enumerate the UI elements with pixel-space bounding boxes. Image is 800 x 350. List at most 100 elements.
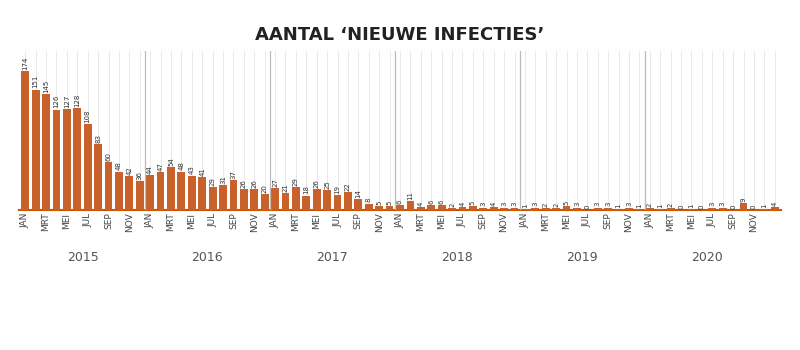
Bar xyxy=(32,90,39,210)
Text: 5: 5 xyxy=(563,201,570,205)
Bar xyxy=(126,176,134,210)
Text: 2: 2 xyxy=(542,203,549,207)
Text: 19: 19 xyxy=(334,184,341,194)
Bar xyxy=(510,208,518,210)
Text: 25: 25 xyxy=(324,180,330,189)
Bar xyxy=(594,208,602,210)
Text: 2018: 2018 xyxy=(442,251,473,264)
Text: 3: 3 xyxy=(574,202,580,206)
Text: 27: 27 xyxy=(272,178,278,187)
Text: 2020: 2020 xyxy=(691,251,723,264)
Text: 26: 26 xyxy=(251,179,258,188)
Text: 3: 3 xyxy=(626,202,632,206)
Text: 6: 6 xyxy=(428,199,434,204)
Bar xyxy=(334,195,342,210)
Bar xyxy=(136,181,144,210)
Bar xyxy=(386,206,394,210)
Bar xyxy=(74,108,81,210)
Bar xyxy=(740,203,747,210)
Bar xyxy=(146,175,154,210)
Text: 2015: 2015 xyxy=(66,251,98,264)
Text: 29: 29 xyxy=(293,177,299,186)
Bar xyxy=(573,208,581,210)
Text: 4: 4 xyxy=(418,201,424,205)
Text: 2: 2 xyxy=(668,203,674,207)
Text: 2: 2 xyxy=(647,203,653,207)
Bar xyxy=(282,193,290,210)
Text: 4: 4 xyxy=(772,201,778,205)
Bar xyxy=(469,206,477,210)
Text: 1: 1 xyxy=(689,203,694,208)
Text: 0: 0 xyxy=(584,204,590,209)
Text: 3: 3 xyxy=(594,202,601,206)
Text: 151: 151 xyxy=(33,75,38,89)
Text: 2016: 2016 xyxy=(192,251,223,264)
Text: 36: 36 xyxy=(137,171,142,180)
Text: 54: 54 xyxy=(168,157,174,166)
Bar xyxy=(448,208,456,210)
Bar xyxy=(22,71,29,210)
Bar xyxy=(458,207,466,210)
Bar xyxy=(479,208,487,210)
Text: 128: 128 xyxy=(74,93,80,107)
Text: 6: 6 xyxy=(438,199,445,204)
Bar xyxy=(562,206,570,210)
Bar xyxy=(271,188,279,210)
Text: 43: 43 xyxy=(189,166,195,175)
Bar xyxy=(302,196,310,210)
Bar xyxy=(240,189,248,210)
Text: 0: 0 xyxy=(730,204,736,209)
Text: 3: 3 xyxy=(532,202,538,206)
Bar xyxy=(542,208,550,210)
Bar xyxy=(53,110,60,210)
Bar xyxy=(219,185,227,210)
Text: 127: 127 xyxy=(64,94,70,107)
Text: 18: 18 xyxy=(303,186,310,194)
Bar xyxy=(687,209,695,210)
Text: 11: 11 xyxy=(407,191,414,200)
Text: 2019: 2019 xyxy=(566,251,598,264)
Text: 5: 5 xyxy=(470,201,476,205)
Text: 1: 1 xyxy=(522,203,528,208)
Bar xyxy=(761,209,768,210)
Bar xyxy=(84,124,92,210)
Bar xyxy=(438,205,446,210)
Bar xyxy=(167,167,175,210)
Bar xyxy=(490,207,498,210)
Bar xyxy=(500,208,508,210)
Text: 5: 5 xyxy=(386,201,393,205)
Text: 9: 9 xyxy=(741,197,746,202)
Bar xyxy=(115,172,123,210)
Text: 8: 8 xyxy=(366,198,372,202)
Text: 1: 1 xyxy=(658,203,663,208)
Text: 2017: 2017 xyxy=(317,251,348,264)
Text: 6: 6 xyxy=(397,199,403,204)
Text: 3: 3 xyxy=(710,202,715,206)
Text: 174: 174 xyxy=(22,57,28,70)
Bar xyxy=(656,209,664,210)
Bar xyxy=(365,204,373,210)
Text: 48: 48 xyxy=(116,162,122,170)
Text: 4: 4 xyxy=(490,201,497,205)
Bar xyxy=(157,173,165,210)
Text: 60: 60 xyxy=(106,152,111,161)
Bar xyxy=(375,206,383,210)
Bar xyxy=(188,176,196,210)
Text: 3: 3 xyxy=(501,202,507,206)
Text: 41: 41 xyxy=(199,167,206,176)
Bar xyxy=(198,177,206,210)
Text: 126: 126 xyxy=(54,95,59,108)
Bar xyxy=(646,208,654,210)
Bar xyxy=(105,162,113,210)
Text: 0: 0 xyxy=(678,204,684,209)
Text: 3: 3 xyxy=(480,202,486,206)
Bar xyxy=(531,208,539,210)
Text: 14: 14 xyxy=(355,189,362,198)
Text: 20: 20 xyxy=(262,184,268,193)
Bar xyxy=(313,189,321,210)
Bar xyxy=(42,94,50,210)
Bar xyxy=(427,205,435,210)
Text: 1: 1 xyxy=(616,203,622,208)
Bar xyxy=(354,199,362,210)
Text: 83: 83 xyxy=(95,134,101,142)
